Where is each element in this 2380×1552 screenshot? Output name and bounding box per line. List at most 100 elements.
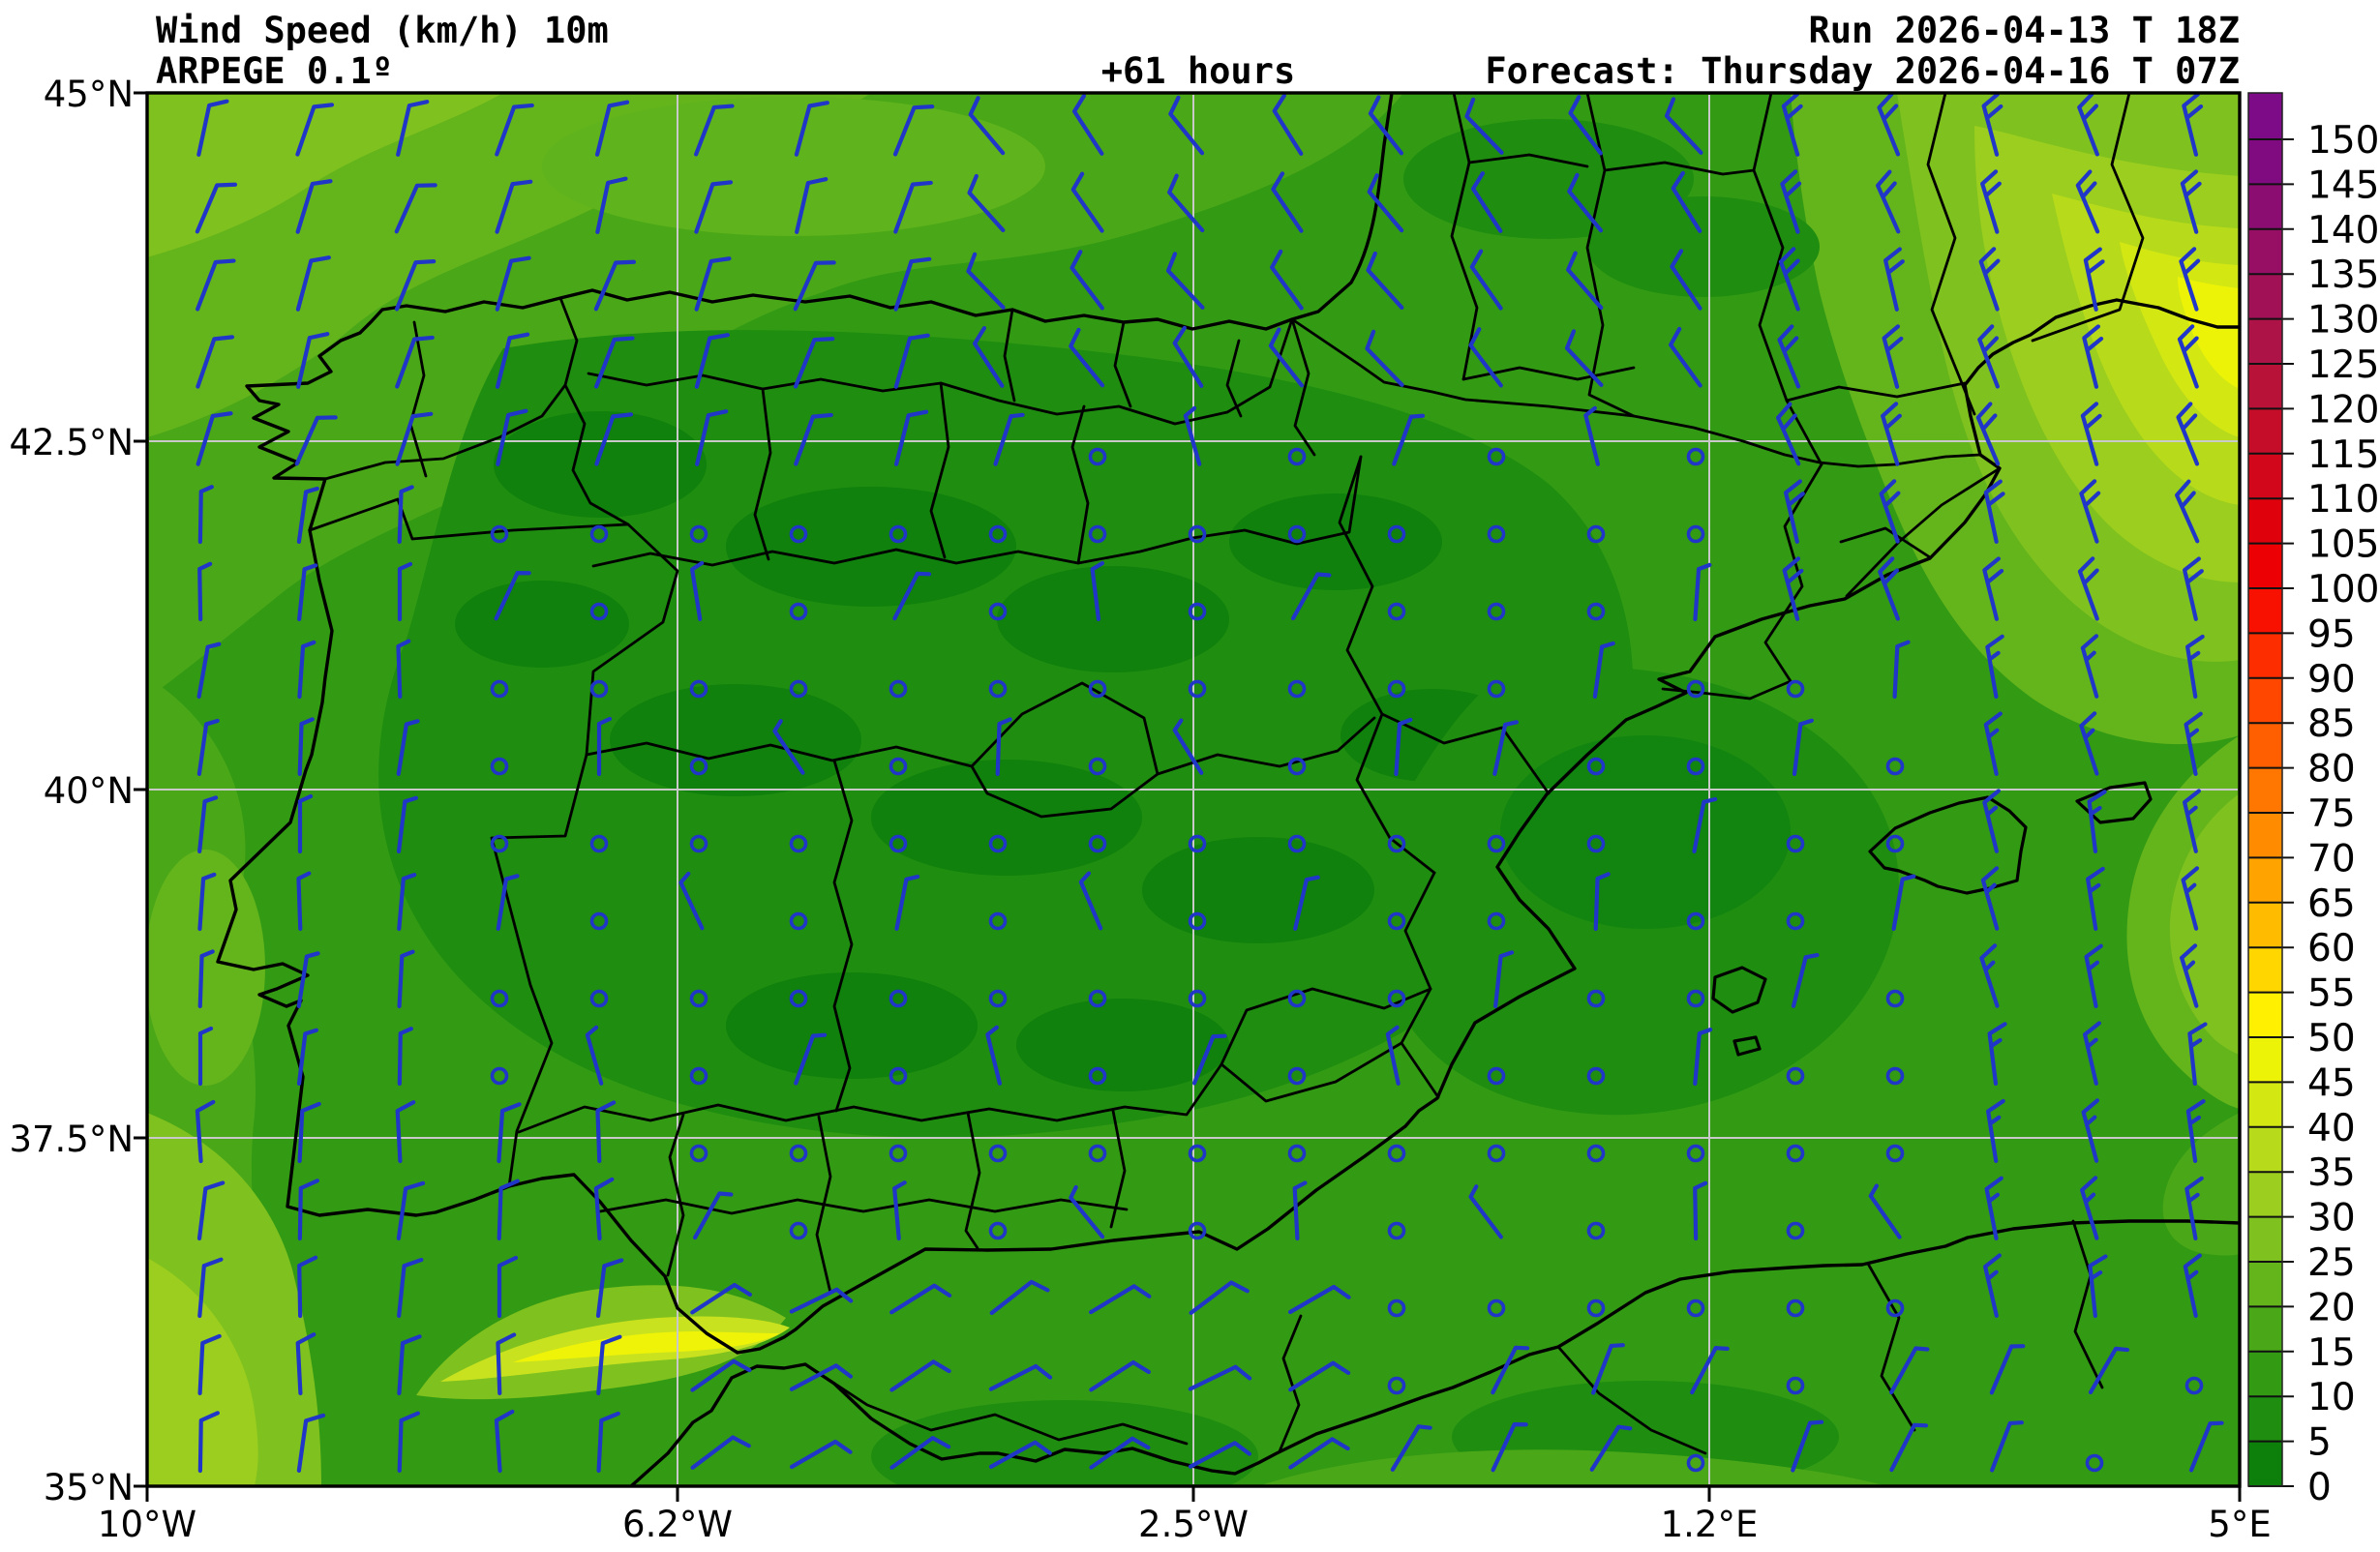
wind-barb [594, 336, 635, 389]
calm-wind-circle [988, 911, 1008, 931]
calm-wind-circle [1188, 1144, 1207, 1163]
wind-barb [2077, 556, 2099, 621]
wind-barb [197, 795, 219, 854]
wind-barb [197, 872, 217, 932]
wind-barb [1990, 1420, 2024, 1473]
colorbar-segment [2248, 364, 2282, 409]
wind-barb [889, 1436, 951, 1470]
colorbar-tick-label: 55 [2307, 972, 2356, 1016]
wind-barb [197, 1333, 222, 1396]
coastline-menorca [2075, 781, 2153, 824]
wind-barb [1782, 556, 1804, 621]
wind-barb [1183, 405, 1202, 466]
wind-barb [789, 1363, 853, 1391]
calm-wind-circle [889, 834, 908, 853]
wind-barb [794, 101, 829, 157]
wind-barb [1879, 479, 1901, 544]
calm-wind-circle [689, 524, 708, 544]
wind-barb [1583, 405, 1601, 466]
wind-barb [585, 1025, 604, 1086]
y-tick-label: 45°N [44, 74, 134, 115]
calm-wind-circle [1088, 679, 1107, 699]
colorbar-tick-label: 90 [2307, 658, 2356, 701]
calm-wind-circle [1287, 447, 1307, 466]
wind-barb [1394, 717, 1413, 777]
colorbar-segment [2248, 1172, 2282, 1218]
calm-wind-circle [689, 1066, 708, 1086]
wind-barb [1287, 1284, 1351, 1315]
wind-barb [2183, 556, 2204, 621]
colorbar-tick-label: 105 [2307, 523, 2379, 567]
wind-barb [1470, 171, 1503, 233]
wind-barb [1978, 247, 2001, 312]
wind-barb [1566, 251, 1604, 311]
colorbar-tick-label: 25 [2307, 1241, 2356, 1285]
wind-barb [2080, 1176, 2099, 1240]
colorbar-segment [2248, 947, 2282, 994]
wind-barb [1979, 943, 2000, 1008]
wind-barb [1791, 1419, 1824, 1473]
colorbar-tick-label: 60 [2307, 927, 2356, 970]
wind-barb [594, 412, 634, 466]
colorbar-tick-label: 130 [2307, 299, 2379, 343]
calm-wind-circle [589, 989, 609, 1008]
calm-wind-circle [1586, 1221, 1606, 1240]
wind-barb [2179, 247, 2201, 312]
calm-wind-circle [988, 989, 1008, 1008]
calm-wind-circle [1786, 679, 1805, 699]
wind-barb [296, 951, 320, 1009]
colorbar-tick-label: 100 [2307, 568, 2379, 612]
calm-wind-circle [789, 679, 808, 699]
colorbar-segment [2248, 723, 2282, 769]
wind-barb [295, 1332, 316, 1396]
wind-barb [1877, 93, 1901, 157]
wind-barb [595, 176, 628, 234]
colorbar-segment [2248, 318, 2282, 365]
calm-wind-circle [490, 834, 509, 853]
wind-barb [196, 335, 235, 389]
wind-barb [1189, 1280, 1250, 1315]
wind-barb [1069, 250, 1104, 311]
colorbar-tick-label: 85 [2307, 702, 2356, 746]
spain-province-borders [323, 296, 2002, 1295]
wind-barb [789, 1439, 853, 1470]
wind-barb [1669, 326, 1702, 388]
x-tick-label: 2.5°W [1138, 1504, 1249, 1545]
wind-barb [1985, 634, 2004, 699]
wind-barb [297, 1255, 318, 1319]
calm-wind-circle [1885, 1066, 1905, 1086]
wind-barb [2182, 93, 2204, 157]
y-tick-label: 42.5°N [9, 422, 134, 463]
wind-barb [495, 179, 533, 234]
calm-wind-circle [1487, 679, 1506, 699]
wind-barb [196, 1180, 226, 1241]
x-tick-label: 6.2°W [622, 1504, 733, 1545]
wind-barb [1876, 169, 1901, 234]
wind-barb [297, 1101, 321, 1164]
wind-barb [495, 255, 531, 312]
wind-barb [1188, 1364, 1252, 1391]
calm-wind-circle [1287, 1066, 1307, 1086]
wind-barb [892, 571, 932, 621]
wind-barb [2183, 789, 2201, 853]
wind-barb [2185, 634, 2205, 700]
wind-barb [2079, 479, 2101, 544]
calm-wind-circle [1387, 1221, 1406, 1240]
wind-barb [593, 259, 637, 312]
calm-wind-circle [490, 757, 509, 776]
calm-wind-circle [1287, 834, 1307, 853]
wind-barb [1392, 413, 1426, 466]
colorbar-segment [2248, 857, 2282, 904]
wind-barb [678, 871, 705, 931]
calm-wind-circle [1088, 524, 1107, 544]
wind-barb [1780, 169, 1802, 234]
wind-barb [972, 326, 1005, 388]
wind-barb [889, 1283, 952, 1315]
colorbar-segment [2248, 1262, 2282, 1307]
wind-barb [893, 180, 933, 234]
wind-barb [397, 1257, 424, 1319]
wind-barb [1191, 1033, 1227, 1086]
wind-barb [494, 571, 531, 621]
wind-barb [793, 337, 835, 389]
